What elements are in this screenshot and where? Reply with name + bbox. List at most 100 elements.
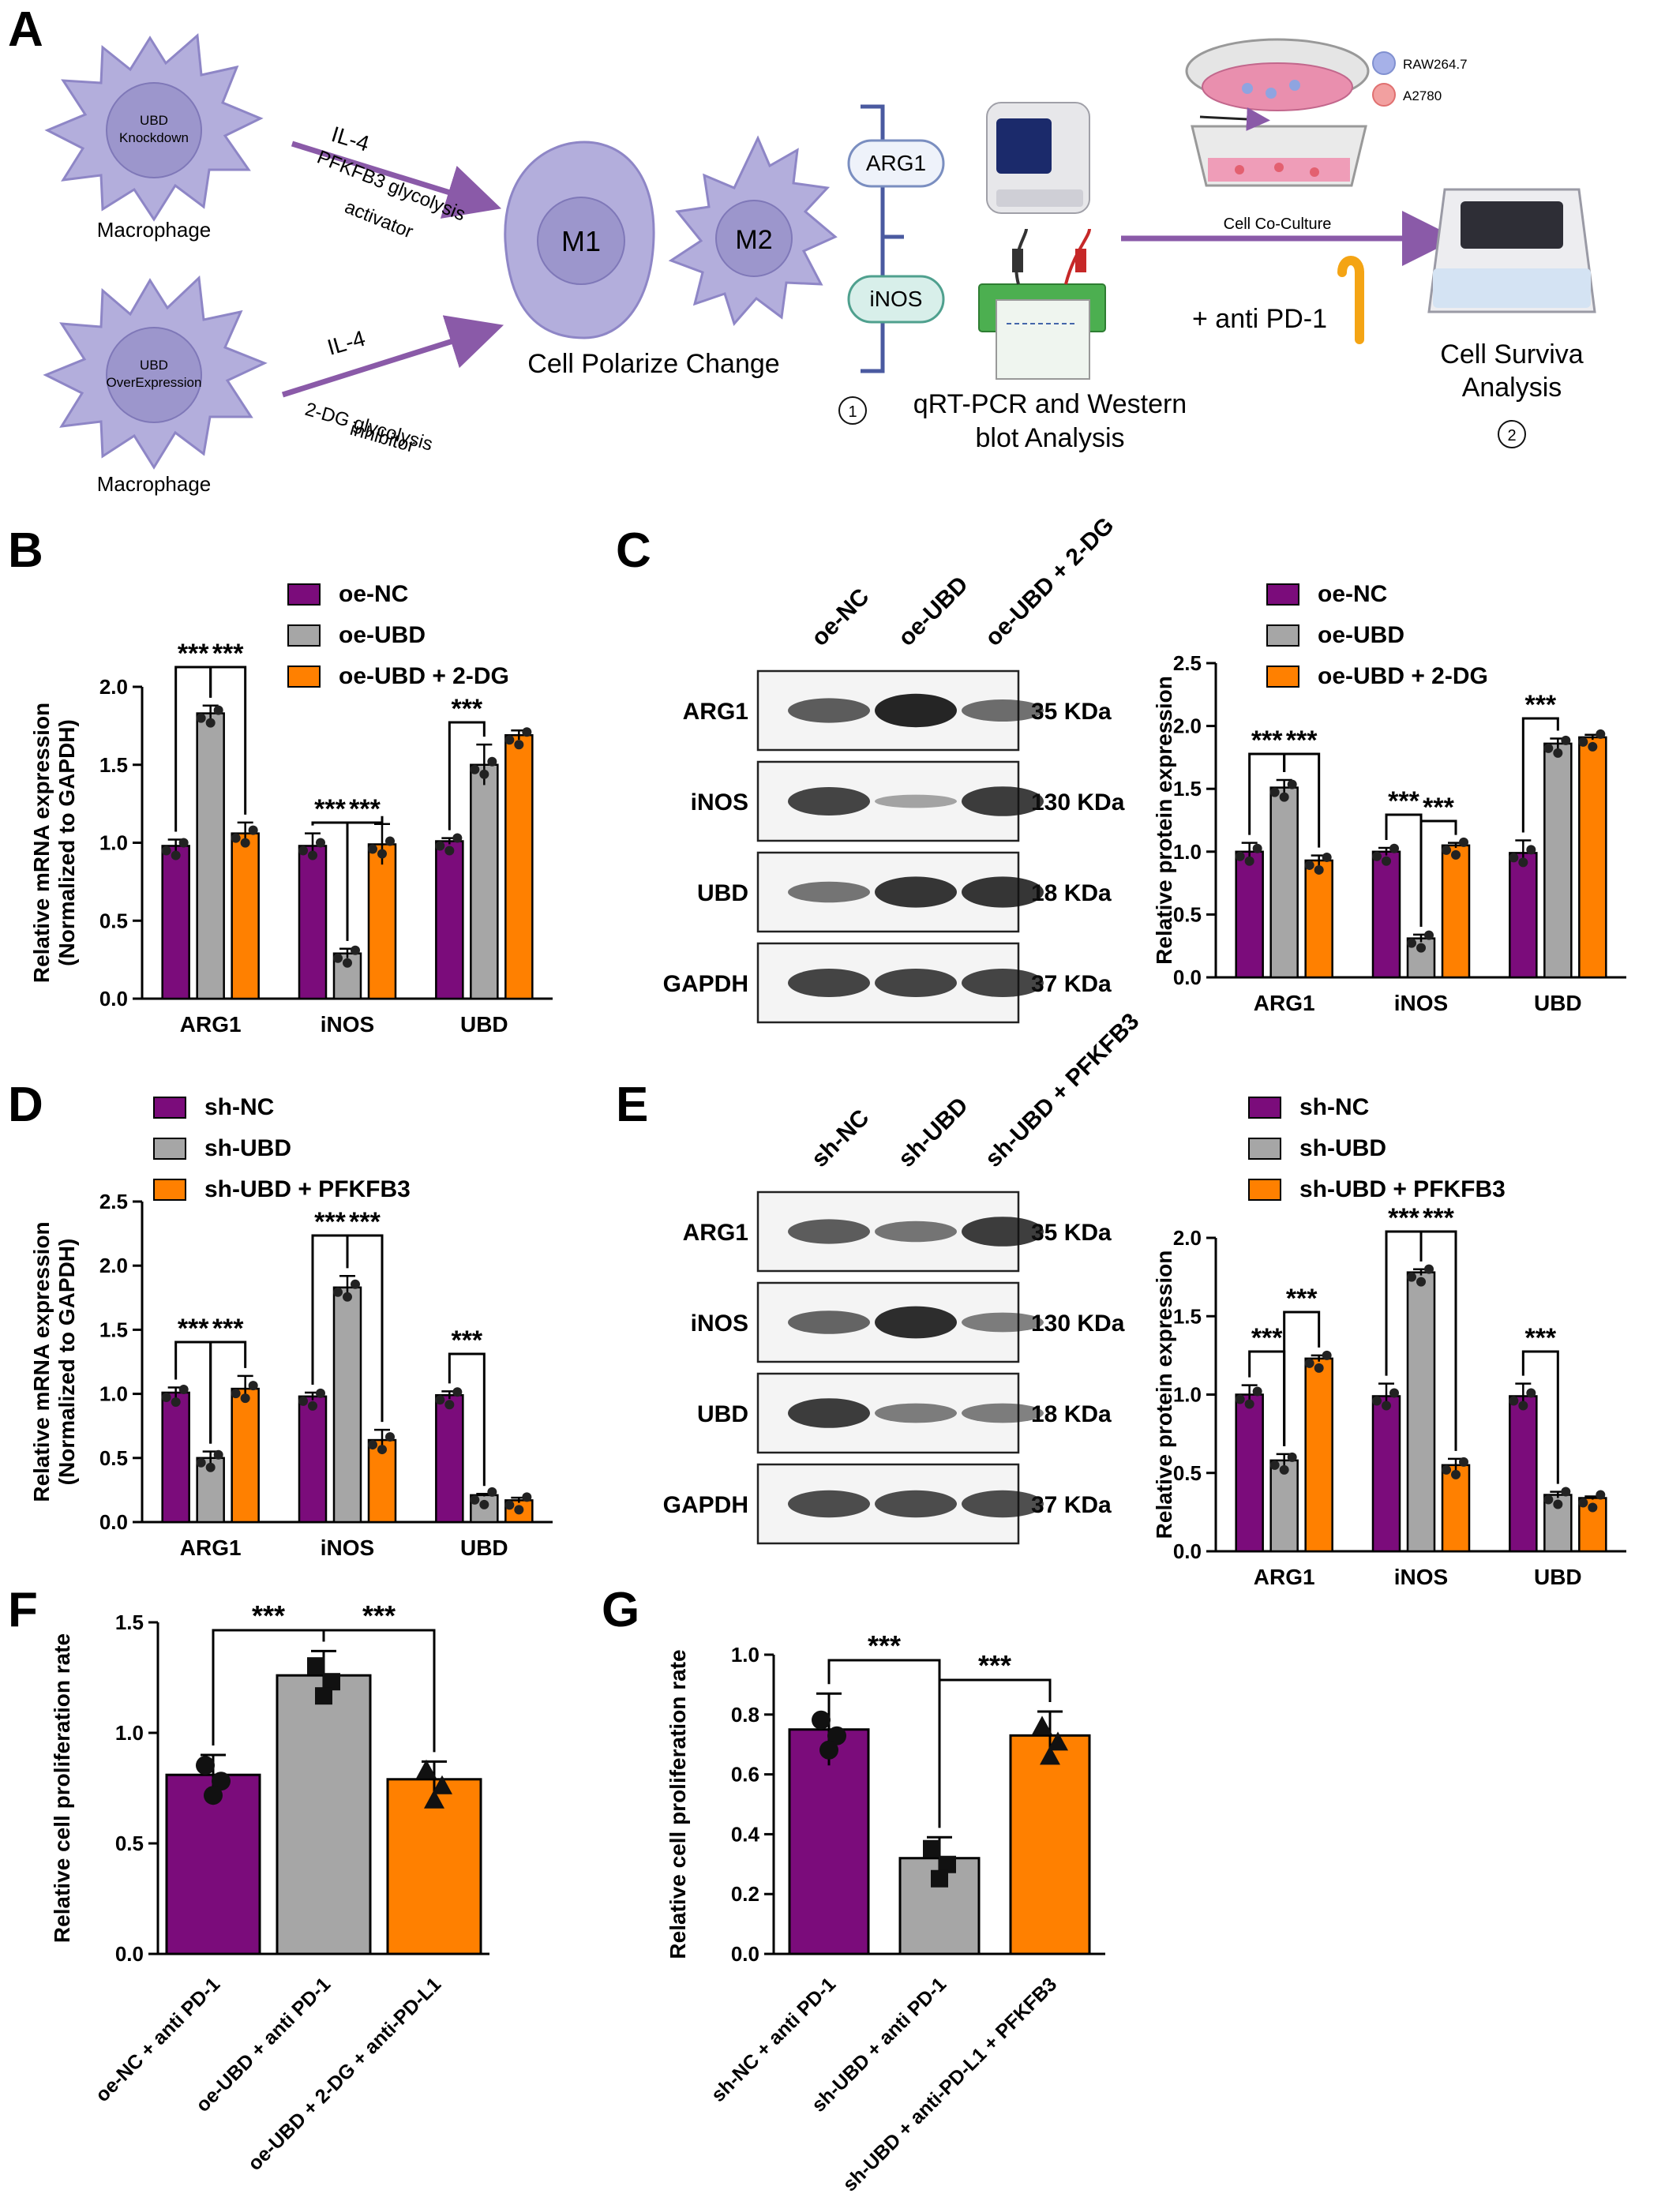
y-tick-label: 0.0 (1173, 966, 1202, 989)
significance-label: *** (451, 694, 482, 724)
bar (196, 712, 225, 1000)
arg1-pill-label: ARG1 (866, 151, 926, 175)
legend-swatch (287, 624, 321, 647)
y-tick-label: 1.0 (1173, 840, 1202, 864)
band-name: iNOS (691, 1310, 748, 1337)
m1-nucleus (537, 197, 625, 285)
bar (1406, 1271, 1436, 1553)
legend-label: sh-UBD + PFKFB3 (1299, 1176, 1506, 1202)
y-axis-label: Relative mRNA expression (29, 703, 54, 983)
data-point (240, 1393, 250, 1404)
bar (161, 1391, 190, 1524)
data-point (1442, 845, 1451, 855)
y-tick-label: 1.5 (1173, 1304, 1202, 1328)
data-point (231, 833, 241, 843)
data-point (1553, 748, 1563, 758)
significance-bracket (448, 721, 486, 831)
band-kda: 35 KDa (1031, 1220, 1112, 1246)
y-tick-label: 0.0 (99, 1510, 128, 1534)
western-blot-c: oe-NC oe-UBD oe-UBD + 2-DG ARG1 35 KDa iNOS 13… (663, 512, 1125, 1024)
marker-bracket: ARG1 iNOS (847, 104, 945, 373)
data-point (1578, 1498, 1588, 1508)
significance-bracket (1419, 1230, 1457, 1451)
y-axis-label: Relative protein expression (1152, 1250, 1176, 1539)
band-name: iNOS (691, 789, 748, 816)
data-point (1424, 1264, 1434, 1274)
data-point (514, 740, 524, 750)
y-axis-label: Relative cell proliferation rate (666, 1649, 690, 1959)
m2-nucleus (715, 200, 793, 277)
data-point (1314, 1363, 1324, 1373)
data-point (1518, 1400, 1528, 1411)
data-point (1244, 1399, 1254, 1409)
significance-label: *** (314, 1207, 346, 1237)
legend-label: sh-NC (204, 1094, 274, 1120)
data-point (923, 1839, 940, 1858)
x-tick-label: UBD (1534, 1565, 1582, 1589)
data-point (178, 838, 189, 848)
x-tick-label: oe-UBD + 2-DG + anti-PD-L1 (244, 1973, 446, 2175)
data-point (248, 1381, 258, 1391)
bar (1578, 736, 1607, 979)
data-point (1322, 1350, 1332, 1360)
protein-band (962, 1490, 1044, 1518)
significance-label: *** (1423, 1203, 1454, 1233)
data-point (444, 846, 455, 856)
legend-label: oe-UBD (339, 622, 426, 648)
legend-swatch (153, 1138, 186, 1160)
bar (1304, 859, 1333, 979)
protein-band (875, 1220, 957, 1243)
significance-label: *** (1388, 1203, 1419, 1233)
protein-band (962, 876, 1044, 908)
significance-label: *** (1524, 690, 1556, 720)
data-point (178, 1384, 189, 1394)
y-tick-label: 2.0 (99, 1254, 128, 1277)
data-point (1407, 1272, 1416, 1282)
data-point (161, 846, 171, 856)
bar (276, 1674, 372, 1955)
data-point (298, 1396, 308, 1406)
bar (332, 1286, 362, 1524)
data-point (204, 1786, 223, 1805)
data-point (333, 1287, 343, 1297)
band-name: ARG1 (683, 699, 748, 725)
y-tick-label: 0.0 (115, 1942, 144, 1966)
survival-line1: Cell Surviva (1440, 339, 1583, 369)
raw-cell-icon (1372, 51, 1396, 75)
data-point (1596, 1490, 1606, 1500)
bottom-cell-title: UBD (140, 358, 168, 373)
protein-band (788, 1398, 870, 1428)
bar (231, 832, 260, 1000)
y-tick-label: 0.4 (731, 1822, 760, 1846)
data-point (213, 1449, 223, 1460)
data-point (470, 1494, 480, 1505)
x-tick-label: ARG1 (1254, 1565, 1315, 1589)
lane-label: sh-UBD + PFKFB3 (981, 1008, 1145, 1172)
data-point (1424, 930, 1434, 940)
data-point (939, 1855, 956, 1873)
pcr-machine-icon (986, 102, 1090, 214)
data-point (323, 1673, 340, 1691)
panel-letter-a: A (8, 2, 43, 57)
data-point (1032, 1715, 1052, 1735)
data-point (1372, 851, 1382, 861)
y-tick-label: 2.0 (99, 675, 128, 699)
band-name: ARG1 (683, 1220, 748, 1246)
data-point (1459, 1457, 1468, 1467)
data-point (1372, 1396, 1382, 1406)
panel-letter-g: G (602, 1583, 639, 1637)
macrophage-top-label: Macrophage (97, 218, 212, 242)
step2-circle (1498, 420, 1526, 448)
significance-label: *** (349, 1207, 381, 1237)
y-tick-label: 1.0 (99, 1382, 128, 1406)
bar (1235, 1393, 1264, 1553)
y-tick-label: 2.5 (1173, 651, 1202, 675)
data-point (308, 1400, 317, 1411)
significance-bracket (1521, 1350, 1559, 1484)
data-point (1416, 1277, 1426, 1287)
bar (435, 1393, 464, 1524)
y-tick-label: 1.0 (99, 831, 128, 855)
data-point (1596, 729, 1606, 739)
data-point (487, 756, 497, 767)
data-point (1235, 851, 1245, 861)
